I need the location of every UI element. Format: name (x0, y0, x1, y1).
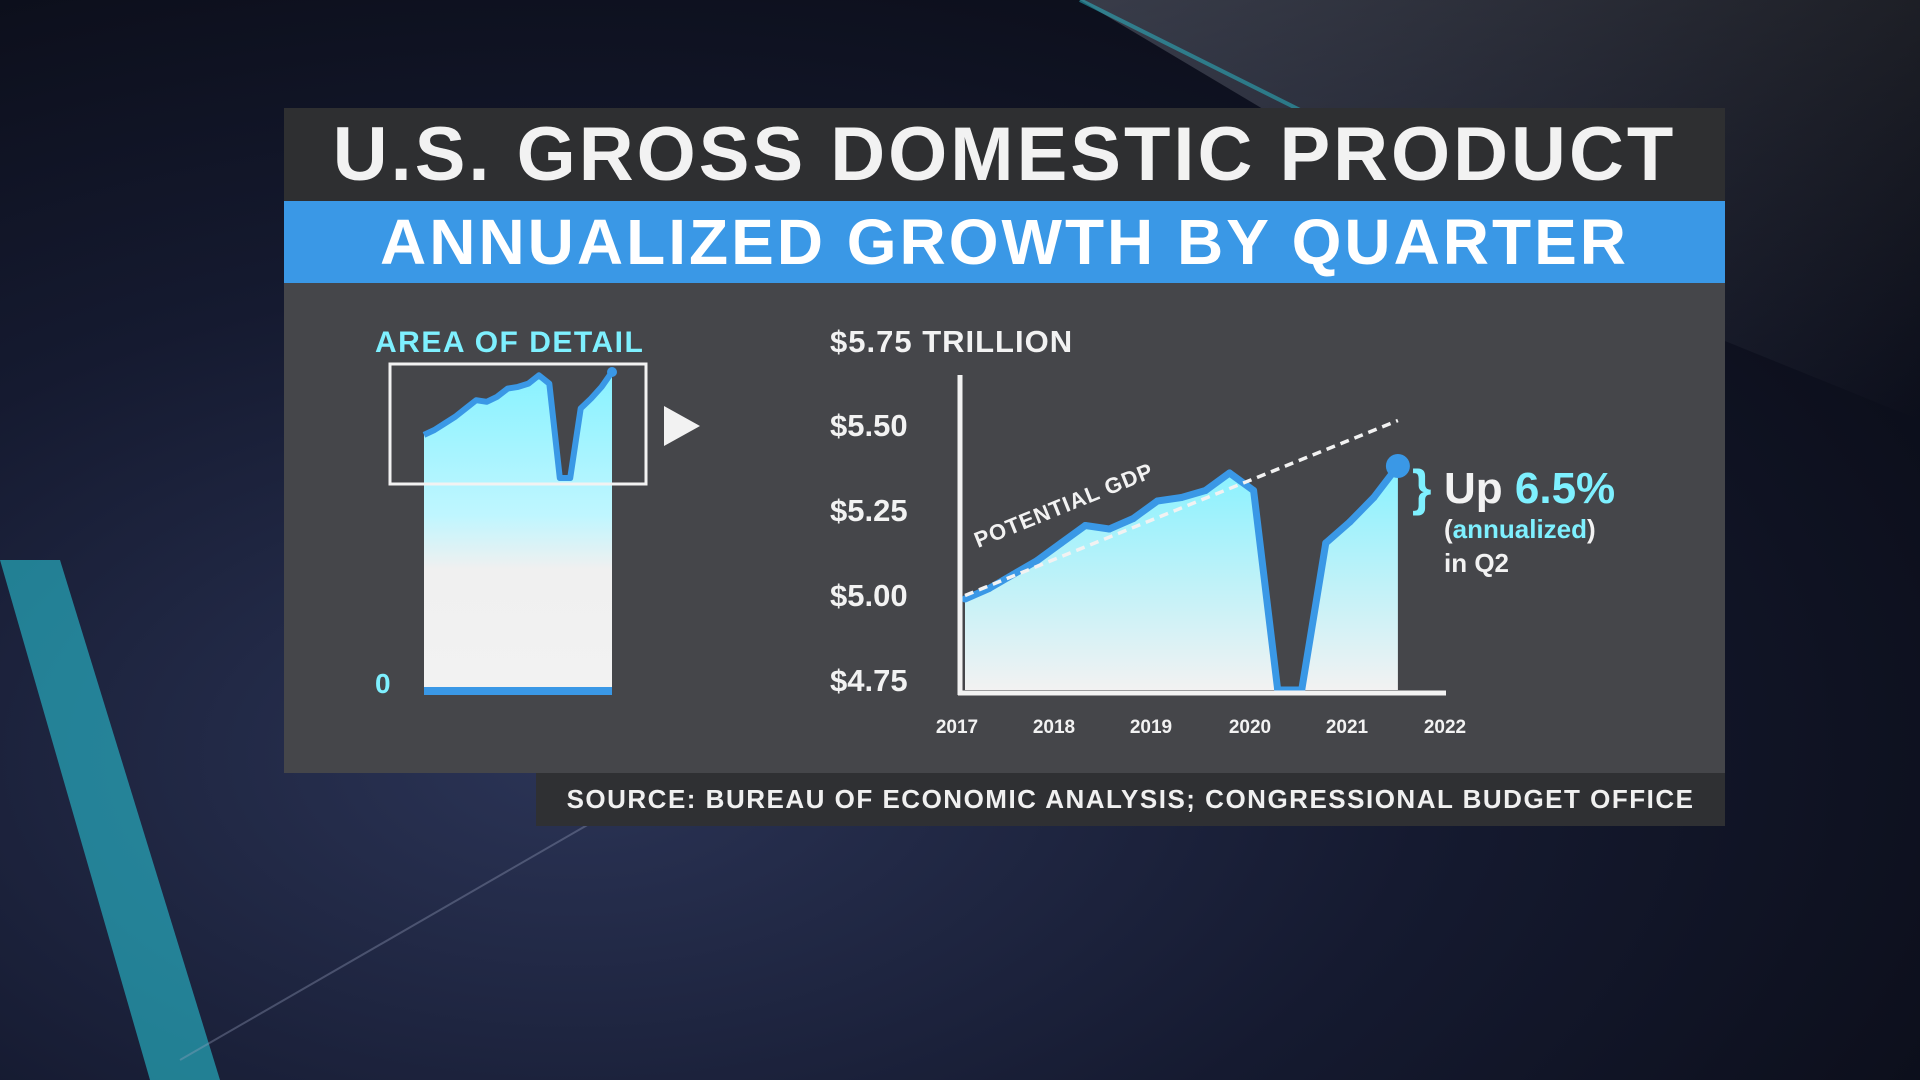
annotation-open-paren: ( (1444, 514, 1453, 544)
chart-title: U.S. GROSS DOMESTIC PRODUCT (332, 112, 1677, 197)
y-tick-labels: $5.50 $5.25 $5.00 $4.75 (830, 408, 908, 698)
inset-baseline (424, 687, 612, 695)
x-tick-label: 2018 (1033, 717, 1075, 738)
annotation-line2: (annualized) (1444, 514, 1596, 544)
annotation-value: 6.5% (1515, 464, 1615, 513)
inset-zero-label: 0 (375, 668, 391, 699)
annotation-prefix: Up (1444, 464, 1515, 513)
x-tick-label: 2017 (936, 717, 978, 738)
inset-label: AREA OF DETAIL (375, 326, 644, 359)
gdp-point (1226, 469, 1234, 477)
annotation-brace: } (1412, 460, 1431, 516)
x-tick-label: 2019 (1130, 717, 1172, 738)
source-text: SOURCE: BUREAU OF ECONOMIC ANALYSIS; CON… (566, 784, 1695, 814)
subtitle-bar: ANNUALIZED GROWTH BY QUARTER (284, 201, 1725, 283)
gdp-point (961, 595, 969, 603)
y-tick-label: $5.50 (830, 408, 908, 443)
gdp-point (1033, 557, 1041, 564)
background-light-line (1079, 0, 1321, 122)
inset-area (424, 372, 612, 690)
x-tick-label: 2022 (1424, 717, 1466, 738)
background-glow-band (0, 560, 220, 1080)
y-tick-label: $5.00 (830, 578, 908, 613)
x-tick-label: 2021 (1326, 717, 1369, 738)
annotation-highlight: annualized (1453, 514, 1587, 544)
gdp-point (1153, 497, 1161, 505)
y-tick-label: $4.75 (830, 663, 908, 698)
play-triangle-icon (664, 406, 700, 446)
gdp-endpoint-marker (1385, 454, 1410, 478)
gdp-point (1057, 539, 1065, 547)
gdp-point (1105, 525, 1113, 533)
x-tick-label: 2020 (1229, 717, 1271, 738)
gdp-point (1346, 518, 1354, 526)
annotation-line1: Up 6.5% (1444, 464, 1615, 513)
x-tick-labels: 2017 2018 2019 2020 2021 2022 (936, 717, 1466, 738)
annotation-line3: in Q2 (1444, 548, 1509, 578)
gdp-point (1081, 522, 1089, 529)
gdp-area (965, 466, 1398, 690)
annotation-close-paren: ) (1587, 514, 1596, 544)
gdp-point (1177, 494, 1185, 501)
gdp-point (1322, 539, 1330, 547)
gdp-point (1250, 487, 1258, 494)
y-tick-label: $5.25 (830, 493, 908, 528)
chart-subtitle: ANNUALIZED GROWTH BY QUARTER (380, 206, 1629, 278)
gdp-point (1129, 515, 1137, 522)
inset-detail-box (388, 362, 648, 486)
title-bar: U.S. GROSS DOMESTIC PRODUCT (284, 108, 1725, 201)
gdp-point (1370, 494, 1378, 501)
inset-endpoint (607, 367, 617, 377)
inset-line (422, 370, 615, 481)
y-unit-label: $5.75 TRILLION (830, 324, 1073, 359)
source-bar: SOURCE: BUREAU OF ECONOMIC ANALYSIS; CON… (536, 773, 1725, 826)
gdp-point (1202, 487, 1209, 494)
potential-gdp-line (964, 418, 1399, 598)
